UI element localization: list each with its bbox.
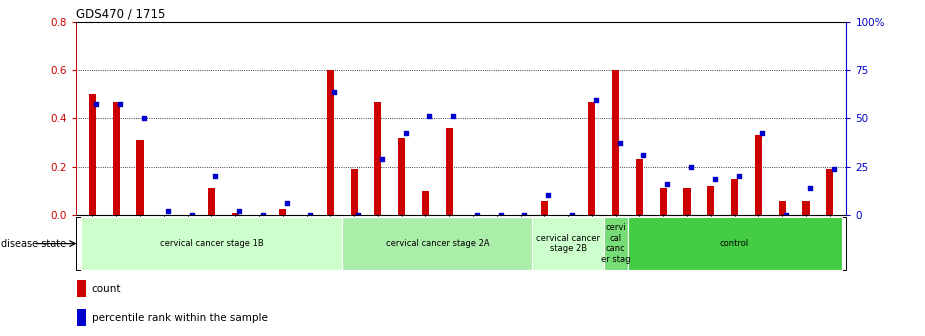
Point (708, 176, 722, 181)
Point (588, 98, 603, 103)
Text: GDS470 / 1715: GDS470 / 1715 (76, 8, 166, 21)
Point (541, 192, 556, 197)
Point (208, 174, 223, 179)
Point (470, 212, 485, 218)
Bar (113, 101, 120, 215)
Bar (802, 201, 809, 215)
Point (327, 89, 341, 94)
Text: cervi
cal
canc
er stag: cervi cal canc er stag (601, 223, 631, 264)
Point (351, 212, 365, 218)
Point (612, 140, 627, 145)
Point (564, 212, 579, 218)
Bar (446, 128, 453, 215)
Bar (80, 217, 342, 270)
Bar (77, 280, 86, 297)
Bar (533, 217, 604, 270)
Bar (627, 217, 842, 270)
Bar (588, 101, 596, 215)
Text: cervical cancer stage 2A: cervical cancer stage 2A (386, 239, 489, 248)
Bar (779, 201, 785, 215)
Point (826, 166, 841, 172)
Point (636, 152, 651, 157)
Bar (422, 191, 429, 215)
Bar (541, 201, 548, 215)
Bar (755, 135, 762, 215)
Bar (731, 179, 738, 215)
Point (398, 130, 413, 136)
Bar (137, 140, 143, 215)
Bar (684, 188, 691, 215)
Bar (398, 138, 405, 215)
Point (422, 113, 437, 119)
Point (303, 212, 318, 218)
Bar (660, 188, 667, 215)
Bar (231, 213, 239, 215)
Point (160, 209, 175, 214)
Point (255, 212, 270, 218)
Point (446, 113, 461, 119)
Point (493, 212, 508, 218)
Bar (635, 160, 643, 215)
Bar (342, 217, 533, 270)
Point (755, 130, 770, 136)
Bar (612, 70, 619, 215)
Text: cervical cancer
stage 2B: cervical cancer stage 2B (536, 234, 600, 253)
Point (779, 212, 794, 218)
Bar (279, 209, 287, 215)
Point (184, 212, 199, 218)
Bar (826, 169, 833, 215)
Bar (351, 169, 358, 215)
Point (660, 181, 674, 186)
Point (279, 200, 294, 206)
Bar (375, 101, 381, 215)
Text: disease state: disease state (1, 239, 66, 249)
Text: cervical cancer stage 1B: cervical cancer stage 1B (159, 239, 264, 248)
Bar (708, 186, 714, 215)
Bar (208, 188, 215, 215)
Text: control: control (720, 239, 749, 248)
Bar (77, 309, 86, 326)
Point (731, 174, 746, 179)
Point (375, 157, 389, 162)
Text: count: count (92, 284, 121, 294)
Bar (604, 217, 627, 270)
Bar (327, 70, 334, 215)
Point (231, 209, 246, 214)
Text: percentile rank within the sample: percentile rank within the sample (92, 313, 267, 323)
Bar (89, 94, 96, 215)
Point (517, 212, 532, 218)
Point (89, 101, 104, 107)
Point (803, 186, 818, 191)
Point (684, 164, 698, 169)
Point (113, 101, 128, 107)
Point (137, 116, 152, 121)
